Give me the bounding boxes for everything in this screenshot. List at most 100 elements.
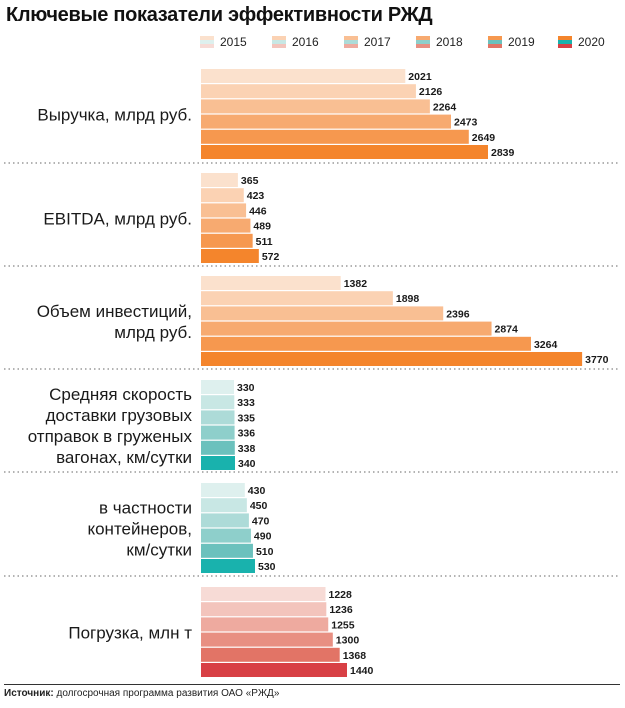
data-label: 1368	[343, 650, 367, 662]
data-label: 572	[262, 251, 280, 263]
category-label: отправок в груженых	[28, 427, 193, 446]
data-label: 3770	[585, 354, 609, 366]
data-label: 365	[241, 175, 259, 187]
data-label: 1236	[329, 604, 353, 616]
data-label: 2649	[472, 132, 496, 144]
legend-label: 2017	[364, 35, 391, 49]
bar	[201, 602, 327, 617]
bar	[201, 513, 249, 528]
data-label: 1228	[329, 589, 353, 601]
bar	[201, 440, 235, 455]
data-label: 450	[250, 500, 268, 512]
category-label: вагонах, км/сутки	[56, 448, 192, 467]
source-text: долгосрочная программа развития ОАО «РЖД…	[56, 688, 280, 699]
data-label: 2473	[454, 117, 478, 129]
data-label: 340	[238, 458, 256, 470]
data-label: 1898	[396, 293, 420, 305]
legend-label: 2019	[508, 35, 535, 49]
data-label: 1255	[331, 619, 355, 631]
legend-label: 2016	[292, 35, 319, 49]
data-label: 510	[256, 546, 274, 558]
data-label: 1300	[336, 635, 360, 647]
chart-legend: 2015 2016 2017 2018 2019 2020	[200, 35, 620, 51]
data-label: 1440	[350, 665, 374, 677]
data-label: 1382	[344, 278, 368, 290]
bar	[201, 321, 492, 336]
category-label: контейнеров,	[87, 520, 192, 539]
bar	[201, 617, 329, 632]
bar	[201, 188, 244, 203]
bar	[201, 69, 406, 83]
legend-item: 2015	[200, 35, 247, 49]
legend-item: 2019	[488, 35, 535, 49]
category-label: млрд руб.	[114, 323, 192, 342]
data-label: 430	[248, 485, 266, 497]
data-label: 489	[253, 221, 271, 233]
legend-swatch	[558, 36, 572, 48]
bar	[201, 647, 340, 662]
bar	[201, 173, 238, 187]
category-label: Погрузка, млн т	[68, 624, 192, 643]
bar	[201, 425, 235, 440]
legend-swatch	[272, 36, 286, 48]
data-label: 423	[247, 190, 265, 202]
bar	[201, 663, 347, 677]
data-label: 530	[258, 561, 276, 573]
bar	[201, 483, 245, 497]
category-label: доставки грузовых	[46, 406, 193, 425]
legend-item: 2018	[416, 35, 463, 49]
bar	[201, 528, 251, 543]
data-label: 336	[238, 428, 256, 440]
bar	[201, 249, 259, 263]
data-label: 2264	[433, 101, 457, 113]
bar	[201, 218, 251, 233]
bar	[201, 587, 326, 601]
bar	[201, 129, 469, 144]
data-label: 470	[252, 515, 270, 527]
legend-swatch	[200, 36, 214, 48]
source-note: Источник: долгосрочная программа развити…	[4, 688, 279, 699]
legend-label: 2015	[220, 35, 247, 49]
category-label: в частности	[99, 499, 192, 518]
data-label: 2126	[419, 86, 443, 98]
category-label: EBITDA, млрд руб.	[43, 210, 192, 229]
data-label: 2874	[495, 324, 519, 336]
legend-item: 2016	[272, 35, 319, 49]
bar	[201, 380, 234, 394]
category-label: Выручка, млрд руб.	[37, 106, 192, 125]
chart-title: Ключевые показатели эффективности РЖД	[6, 4, 433, 26]
bar	[201, 84, 416, 99]
bar	[201, 145, 488, 159]
category-label: Объем инвестиций,	[37, 302, 192, 321]
legend-item: 2020	[558, 35, 605, 49]
data-label: 333	[237, 397, 255, 409]
data-label: 335	[238, 412, 256, 424]
data-label: 511	[256, 236, 273, 248]
bar	[201, 336, 531, 351]
bar	[201, 456, 235, 470]
bar	[201, 498, 247, 513]
legend-swatch	[344, 36, 358, 48]
legend-label: 2020	[578, 35, 605, 49]
data-label: 446	[249, 205, 267, 217]
data-label: 3264	[534, 339, 558, 351]
bar	[201, 114, 452, 129]
bar	[201, 410, 235, 425]
data-label: 2396	[446, 308, 470, 320]
data-label: 490	[254, 531, 272, 543]
legend-swatch	[488, 36, 502, 48]
data-label: 338	[238, 443, 256, 455]
bar	[201, 395, 235, 410]
legend-swatch	[416, 36, 430, 48]
legend-label: 2018	[436, 35, 463, 49]
bar	[201, 306, 444, 321]
bar	[201, 352, 583, 366]
source-label: Источник:	[4, 688, 54, 699]
bar	[201, 632, 333, 647]
legend-item: 2017	[344, 35, 391, 49]
bar	[201, 543, 253, 558]
bar	[201, 203, 247, 218]
category-label: Средняя скорость	[49, 385, 192, 404]
bar	[201, 276, 341, 290]
